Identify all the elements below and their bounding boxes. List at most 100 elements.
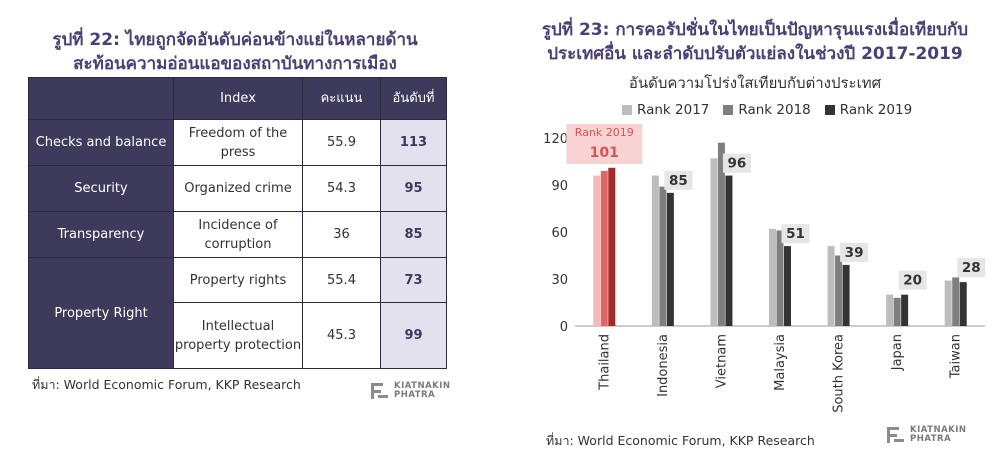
data-label: 28 — [962, 260, 981, 276]
bar-rank-2018 — [776, 230, 784, 326]
score-cell: 36 — [302, 211, 381, 258]
index-table: Index คะแนน อันดับที่ Checks and balance… — [28, 77, 447, 369]
bar-rank-2019 — [666, 192, 674, 326]
category-cell: Property Right — [28, 257, 174, 369]
highlight-label: Rank 2019 — [575, 126, 634, 139]
logo-line1: KIATNAKIN — [394, 381, 451, 391]
right-logo: KIATNAKIN PHATRA — [884, 424, 967, 446]
index-cell: Property rights — [173, 257, 303, 303]
data-label-bg — [840, 242, 869, 262]
right-source: ที่มา: World Economic Forum, KKP Researc… — [546, 433, 815, 448]
score-cell: 45.3 — [302, 302, 381, 369]
bar-rank-2019 — [842, 264, 850, 326]
header-score: คะแนน — [302, 77, 381, 120]
table-row: Transparency Incidence of corruption 36 … — [28, 211, 447, 258]
legend-swatch-2018 — [723, 105, 734, 115]
bar-rank-2018 — [893, 297, 901, 326]
rank-cell: 95 — [380, 165, 447, 212]
rank-cell: 113 — [380, 119, 447, 166]
y-tick-label: 120 — [543, 132, 568, 147]
logo-line2: PHATRA — [910, 434, 952, 444]
bar-rank-2017 — [886, 294, 894, 326]
y-tick-label: 30 — [551, 273, 568, 288]
index-cell: Freedom of the press — [173, 119, 303, 166]
score-cell: 55.9 — [302, 119, 381, 166]
right-figure-title: รูปที่ 23: การคอรัปชั่นในไทยเป็นปัญหารุน… — [520, 18, 990, 66]
header-rank: อันดับที่ — [380, 77, 447, 120]
table-row: Checks and balance Freedom of the press … — [28, 119, 447, 166]
x-tick-label: Vietnam — [714, 334, 729, 388]
data-label-bg — [957, 258, 986, 278]
bar-rank-2017 — [593, 175, 601, 326]
logo-line2: PHATRA — [394, 390, 436, 400]
data-label: 39 — [845, 245, 864, 261]
bar-rank-2018 — [600, 170, 608, 326]
score-cell: 55.4 — [302, 257, 381, 303]
highlight-box — [566, 124, 643, 164]
index-cell: Incidence of corruption — [173, 211, 303, 258]
category-cell: Transparency — [28, 211, 174, 258]
x-tick-label: Malaysia — [773, 334, 788, 391]
logo-wordmark: KIATNAKIN PHATRA — [394, 382, 451, 400]
category-cell: Checks and balance — [28, 119, 174, 166]
data-label: 51 — [786, 226, 805, 242]
data-label-bg — [664, 170, 693, 190]
bar-rank-2017 — [944, 280, 952, 326]
bar-rank-2017 — [651, 175, 659, 326]
header-category — [28, 77, 174, 120]
table-row: Intellectual property protection 45.3 99 — [29, 302, 447, 369]
index-cell: Intellectual property protection — [173, 302, 303, 369]
bar-rank-2019 — [959, 282, 967, 326]
table-row: Property Right Property rights 55.4 73 — [28, 257, 447, 369]
legend-label: Rank 2019 — [839, 102, 913, 118]
right-title-line2: ประเทศอื่น และลำดับปรับตัวแย่ลงในช่วงปี … — [547, 44, 963, 64]
data-label: 20 — [903, 273, 922, 289]
legend-label: Rank 2018 — [738, 102, 811, 118]
header-index: Index — [173, 77, 303, 120]
kkp-logo-icon — [371, 383, 388, 399]
bar-rank-2017 — [769, 228, 776, 326]
chart-title: อันดับความโปร่งใสเทียบกับต่างประเทศ — [628, 74, 882, 92]
bar-rank-2018 — [835, 255, 843, 326]
index-cell: Organized crime — [173, 165, 303, 212]
right-title-line1: รูปที่ 23: การคอรัปชั่นในไทยเป็นปัญหารุน… — [541, 20, 969, 40]
bar-rank-2018 — [952, 277, 960, 326]
bar-rank-2018 — [659, 186, 667, 326]
legend-swatch-2019 — [824, 105, 835, 115]
bar-rank-2019 — [725, 175, 733, 326]
table-header-row: Index คะแนน อันดับที่ — [28, 77, 447, 120]
legend-item: Rank 2019 — [824, 102, 913, 118]
bar-rank-2017 — [710, 158, 718, 326]
x-tick-label: Taiwan — [949, 334, 964, 379]
rank-cell: 85 — [380, 211, 447, 258]
x-tick-label: Japan — [890, 334, 905, 371]
left-figure-title: รูปที่ 22: ไทยถูกจัดอันดับค่อนข้างแย่ในห… — [20, 28, 450, 76]
bar-rank-2018 — [717, 142, 725, 326]
x-tick-label: Thailand — [597, 334, 612, 391]
kkp-logo-icon — [887, 427, 904, 443]
logo-wordmark: KIATNAKIN PHATRA — [910, 426, 967, 444]
left-title-line2: สะท้อนความอ่อนแอของสถาบันทางการเมือง — [73, 54, 397, 74]
x-tick-label: South Korea — [832, 334, 847, 413]
left-logo: KIATNAKIN PHATRA — [368, 380, 451, 402]
y-tick-label: 60 — [551, 226, 568, 241]
legend-item: Rank 2017 — [622, 102, 709, 118]
left-title-line1: รูปที่ 22: ไทยถูกจัดอันดับค่อนข้างแย่ในห… — [52, 30, 418, 50]
y-tick-label: 90 — [551, 179, 568, 194]
rank-cell: 73 — [380, 257, 447, 303]
legend-item: Rank 2018 — [723, 102, 811, 118]
x-tick-label: Indonesia — [656, 334, 671, 397]
bar-rank-2019 — [901, 294, 909, 326]
legend-label: Rank 2017 — [637, 102, 710, 118]
score-cell: 54.3 — [302, 165, 381, 212]
legend-swatch-2017 — [622, 105, 632, 115]
logo-line1: KIATNAKIN — [910, 425, 967, 435]
data-label-bg — [722, 153, 751, 173]
chart-legend: Rank 2017 Rank 2018 Rank 2019 — [622, 102, 912, 118]
rank-cell: 99 — [380, 302, 447, 369]
bar-rank-2019 — [784, 246, 791, 326]
data-label-bg — [781, 224, 810, 244]
y-tick-label: 0 — [560, 320, 568, 335]
data-label: 96 — [728, 156, 747, 172]
left-source: ที่มา: World Economic Forum, KKP Researc… — [32, 377, 301, 392]
